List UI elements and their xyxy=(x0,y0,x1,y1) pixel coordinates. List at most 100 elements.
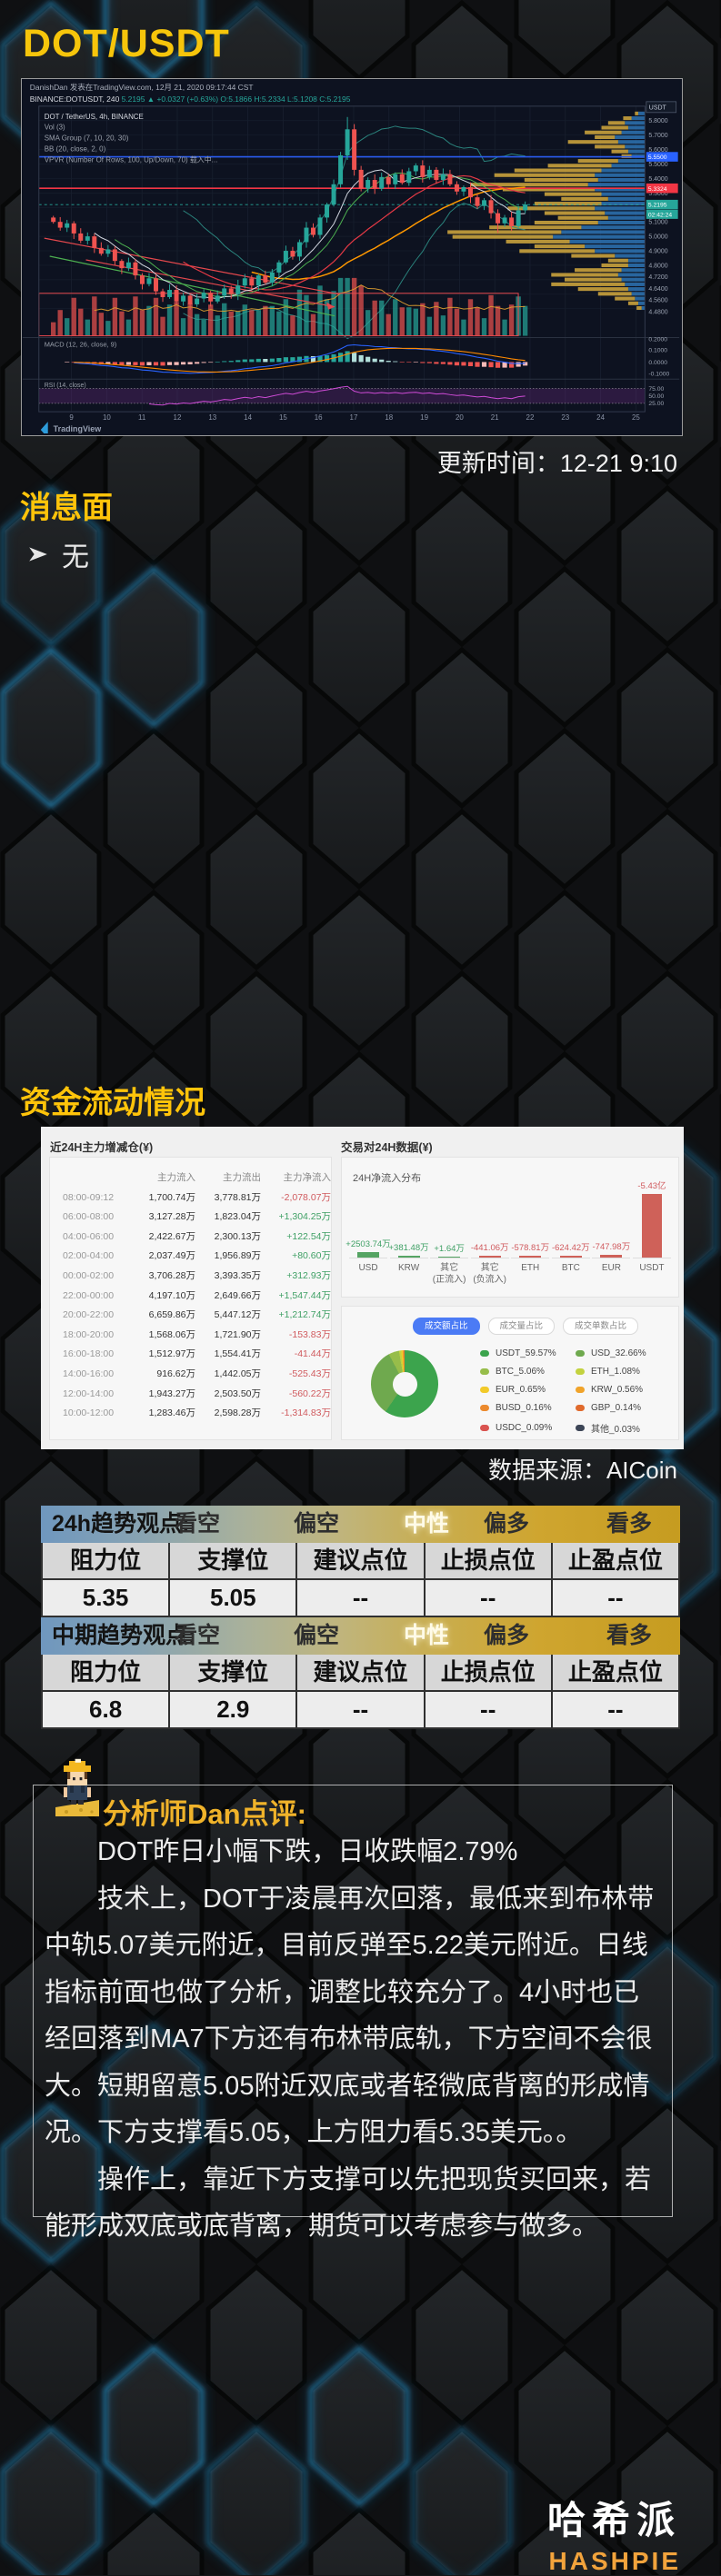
svg-text:5.1000: 5.1000 xyxy=(648,220,667,226)
svg-text:RSI (14, close): RSI (14, close) xyxy=(45,383,86,389)
trend-option: 看多 xyxy=(606,1511,653,1537)
svg-text:11: 11 xyxy=(138,413,146,422)
analyst-paragraph: 操作上，靠近下方支撑可以先把现货买回来，若能形成双底或底背离，期货可以考虑参与做… xyxy=(45,2164,652,2242)
svg-text:02:42:24: 02:42:24 xyxy=(648,212,673,218)
svg-text:5.3000: 5.3000 xyxy=(648,191,667,197)
trend-value-cell: 6.8 xyxy=(43,1692,169,1727)
svg-text:DOT / TetherUS, 4h, BINANCE: DOT / TetherUS, 4h, BINANCE xyxy=(45,113,144,121)
tradingview-chart-svg: 9 10 11 12 13 14 15 16 17 18 19 20 21 22 23 24 25 MACD (1… xyxy=(22,79,680,438)
svg-text:4.9000: 4.9000 xyxy=(648,249,667,255)
analyst-box: 分析师Dan点评: DOT昨日小幅下跌，日收跌幅2.79% 技术上，DOT于凌晨再… xyxy=(33,1758,673,2241)
trend-option: 偏空 xyxy=(294,1623,340,1648)
trend-header-cell: 止盈点位 xyxy=(552,1655,678,1690)
news-item-text: 无 xyxy=(62,542,89,572)
svg-text:9: 9 xyxy=(69,413,74,422)
share-legend-item: KRW_0.56% xyxy=(576,1385,671,1395)
svg-text:21: 21 xyxy=(491,413,499,422)
trend-value-cell: -- xyxy=(297,1692,424,1727)
svg-text:50.00: 50.00 xyxy=(648,393,664,400)
svg-text:5.3324: 5.3324 xyxy=(648,186,667,193)
svg-text:4.5600: 4.5600 xyxy=(648,298,667,304)
share-legend-item: BTC_5.06% xyxy=(480,1367,576,1377)
trend-option: 中性 xyxy=(404,1511,450,1537)
news-heading: 消息面 xyxy=(20,491,113,525)
trend-grid: 阻力位 支撑位 建议点位 止损点位 止盈点位 6.8 2.9 -- -- -- xyxy=(41,1655,680,1729)
svg-text:18: 18 xyxy=(385,413,393,422)
share-legend-item: USDC_0.09% xyxy=(480,1421,576,1435)
share-card: 成交额占比 成交量占比 成交单数占比 USDT_59.57% USD_32.66% BT… xyxy=(341,1306,679,1440)
netflow-bar: -747.98万 EUR xyxy=(592,1189,631,1286)
donut-hole xyxy=(392,1371,417,1397)
svg-text:24: 24 xyxy=(596,413,605,422)
share-legend-item: EUR_0.65% xyxy=(480,1385,576,1395)
svg-text:5.2195: 5.2195 xyxy=(648,203,667,209)
page-title: DOT/USDT xyxy=(23,22,230,65)
trend-option: 偏多 xyxy=(484,1623,530,1648)
svg-text:MACD (12, 26, close, 9): MACD (12, 26, close, 9) xyxy=(45,340,117,348)
trend-value-cell: -- xyxy=(425,1692,551,1727)
fundflow-row: 10:00-12:00 1,283.46万 2,598.28万 -1,314.83万 xyxy=(63,1407,331,1419)
netflow-bar: +2503.74万 USD xyxy=(345,1189,390,1286)
trend-table-title: 中期趋势观点: xyxy=(52,1623,196,1648)
netflow-card: 24H净流入分布 +2503.74万 USD +381.48万 KRW +1.64万 其它… xyxy=(341,1157,679,1298)
netflow-bar: -578.81万 ETH xyxy=(511,1189,550,1286)
svg-text:22: 22 xyxy=(526,413,535,422)
share-legend: USDT_59.57% USD_32.66% BTC_5.06% ETH_1.08% E… xyxy=(480,1348,671,1435)
trend-grid: 阻力位 支撑位 建议点位 止损点位 止盈点位 5.35 5.05 -- -- -- xyxy=(41,1543,680,1617)
netflow-bar-chart: +2503.74万 USD +381.48万 KRW +1.64万 其它 (正流入) -441… xyxy=(345,1181,671,1286)
tradingview-chart: 9 10 11 12 13 14 15 16 17 18 19 20 21 22 23 24 25 MACD (1… xyxy=(21,78,683,438)
brand-logo-en: HASHPIE xyxy=(548,2547,681,2575)
svg-text:20: 20 xyxy=(456,413,464,422)
share-tab-button[interactable]: 成交量占比 xyxy=(487,1318,556,1335)
trend-option: 看多 xyxy=(606,1623,653,1648)
trend-header-cell: 支撑位 xyxy=(170,1543,296,1578)
share-legend-item: BUSD_0.16% xyxy=(480,1403,576,1413)
brand-logo-cn: 哈希派 xyxy=(546,2499,681,2541)
netflow-bar: -5.43亿 USDT xyxy=(632,1181,671,1286)
svg-text:25: 25 xyxy=(632,413,640,422)
svg-text:BB (20, close, 2, 0): BB (20, close, 2, 0) xyxy=(45,145,106,154)
share-legend-item: GBP_0.14% xyxy=(576,1403,671,1413)
brand-logo: 哈希派 HASHPIE xyxy=(547,2490,681,2576)
svg-text:BINANCE:DOTUSDT, 240 5.2195 ▲: BINANCE:DOTUSDT, 240 5.2195 ▲ +0.0327 (+… xyxy=(30,94,351,104)
share-tab-button[interactable]: 成交单数占比 xyxy=(563,1318,639,1335)
svg-text:5.0000: 5.0000 xyxy=(648,234,667,241)
share-legend-item: 其他_0.03% xyxy=(576,1421,671,1435)
trend-value-cell: -- xyxy=(297,1580,424,1616)
pairdata-title: 交易对24H数据(¥) xyxy=(341,1141,433,1154)
trend-header-cell: 止损点位 xyxy=(425,1655,551,1690)
svg-text:5.6000: 5.6000 xyxy=(648,147,667,154)
arrow-bullet-icon xyxy=(29,547,47,562)
analyst-title: 分析师Dan点评: xyxy=(103,1798,306,1830)
aicoin-panel: 近24H主力增减仓(¥) 交易对24H数据(¥) 主力流入 主力流出 主力净流入 08… xyxy=(41,1127,684,1449)
trend-header-cell: 阻力位 xyxy=(43,1655,169,1690)
svg-text:75.00: 75.00 xyxy=(648,386,664,393)
share-donut-chart xyxy=(371,1350,438,1417)
fundflow-table: 主力流入 主力流出 主力净流入 08:00-09:12 1,700.74万 3,778.8… xyxy=(49,1157,332,1440)
svg-text:5.7000: 5.7000 xyxy=(648,133,667,139)
svg-text:4.6400: 4.6400 xyxy=(648,286,667,293)
trend-header-cell: 支撑位 xyxy=(170,1655,296,1690)
svg-text:VPVR (Number Of Rows, 100, Up/: VPVR (Number Of Rows, 100, Up/Down, 70) … xyxy=(45,155,218,164)
trend-header-cell: 阻力位 xyxy=(43,1543,169,1578)
trend-value-cell: -- xyxy=(552,1580,678,1616)
trend-scale-row: 24h趋势观点: 看空 偏空 中性 偏多 看多 xyxy=(41,1506,680,1543)
svg-text:TradingView: TradingView xyxy=(54,424,102,433)
svg-text:12: 12 xyxy=(174,413,182,422)
svg-text:25.00: 25.00 xyxy=(648,401,664,407)
share-tab-active[interactable]: 成交额占比 xyxy=(413,1318,480,1335)
svg-text:4.4800: 4.4800 xyxy=(648,309,667,315)
svg-text:5.8000: 5.8000 xyxy=(648,118,667,124)
svg-text:14: 14 xyxy=(244,413,252,422)
svg-text:23: 23 xyxy=(561,413,569,422)
netflow-bar: -624.42万 BTC xyxy=(551,1189,590,1286)
trend-option: 中性 xyxy=(404,1623,450,1648)
trend-value-cell: 5.05 xyxy=(170,1580,296,1616)
trend-option: 看空 xyxy=(175,1511,221,1537)
analyst-paragraph: 技术上，DOT于凌晨再次回落，最低来到布林带中轨5.07美元附近，目前反弹至5.… xyxy=(45,1884,655,2148)
svg-text:16: 16 xyxy=(315,413,323,422)
svg-text:SMA Group (7, 10, 20, 30): SMA Group (7, 10, 20, 30) xyxy=(45,134,129,143)
netflow-bar: -441.06万 其它 (负流入) xyxy=(470,1189,509,1286)
fundflow-row: 02:00-04:00 2,037.49万 1,956.89万 +80.60万 xyxy=(63,1250,331,1262)
trend-value-cell: -- xyxy=(552,1692,678,1727)
